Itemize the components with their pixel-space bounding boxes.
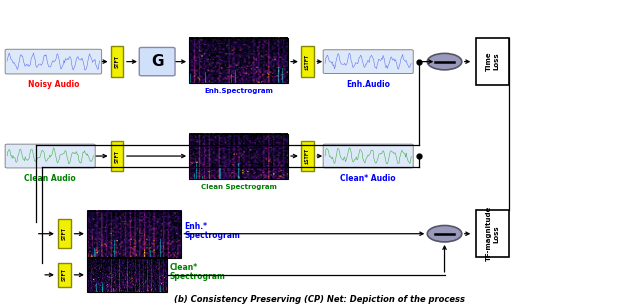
Text: Spectrogram: Spectrogram	[184, 231, 241, 240]
FancyBboxPatch shape	[140, 47, 175, 76]
Text: Time
Loss: Time Loss	[486, 52, 499, 71]
Text: Enh.*: Enh.*	[184, 222, 207, 231]
Circle shape	[428, 226, 462, 242]
Text: STFT: STFT	[62, 227, 67, 240]
Bar	[87, 211, 181, 258]
Text: STFT: STFT	[115, 55, 120, 68]
Bar	[476, 210, 509, 257]
Text: G: G	[151, 54, 163, 69]
FancyBboxPatch shape	[5, 49, 102, 74]
Text: Clean Spectrogram: Clean Spectrogram	[200, 185, 276, 190]
Bar	[301, 47, 314, 77]
Bar	[58, 263, 71, 287]
Text: iSTFT: iSTFT	[305, 148, 310, 164]
Bar	[87, 257, 167, 292]
Bar	[111, 47, 124, 77]
FancyBboxPatch shape	[5, 144, 95, 168]
Text: Clean* Audio: Clean* Audio	[340, 174, 396, 183]
FancyBboxPatch shape	[323, 50, 413, 73]
Text: Spectrogram: Spectrogram	[170, 272, 226, 281]
Text: Clean*: Clean*	[170, 263, 198, 272]
Text: Clean Audio: Clean Audio	[24, 174, 76, 183]
Bar	[476, 38, 509, 85]
Bar	[189, 134, 288, 179]
Text: (b) Consistency Preserving (CP) Net: Depiction of the process: (b) Consistency Preserving (CP) Net: Dep…	[175, 295, 465, 304]
Text: Noisy Audio: Noisy Audio	[28, 80, 79, 89]
FancyBboxPatch shape	[323, 144, 413, 168]
Bar	[189, 38, 288, 83]
Circle shape	[428, 53, 462, 70]
Text: Enh.Spectrogram: Enh.Spectrogram	[204, 88, 273, 95]
Bar	[301, 141, 314, 171]
Bar	[111, 141, 124, 171]
Bar	[58, 219, 71, 248]
Text: STFT: STFT	[115, 150, 120, 162]
Text: Enh.Audio: Enh.Audio	[346, 80, 390, 89]
Text: TF-magnitude
Loss: TF-magnitude Loss	[486, 206, 499, 261]
Text: STFT: STFT	[62, 268, 67, 281]
Text: iSTFT: iSTFT	[305, 54, 310, 70]
